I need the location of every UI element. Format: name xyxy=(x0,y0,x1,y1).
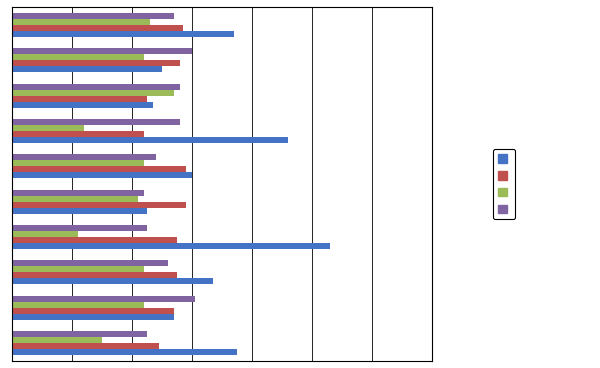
Bar xyxy=(12,343,159,349)
Bar xyxy=(12,279,213,284)
Bar xyxy=(12,172,192,178)
Bar xyxy=(12,160,144,166)
Bar xyxy=(12,231,78,237)
Bar xyxy=(12,60,180,66)
Bar xyxy=(12,25,183,31)
Bar xyxy=(12,331,147,337)
Bar xyxy=(12,154,156,160)
Bar xyxy=(12,272,177,278)
Bar xyxy=(12,54,144,60)
Bar xyxy=(12,137,288,143)
Bar xyxy=(12,208,147,214)
Bar xyxy=(12,89,174,96)
Bar xyxy=(12,266,144,272)
Bar xyxy=(12,260,168,266)
Bar xyxy=(12,119,180,125)
Bar xyxy=(12,102,153,108)
Bar xyxy=(12,349,237,355)
Bar xyxy=(12,190,144,196)
Bar xyxy=(12,314,174,320)
Bar xyxy=(12,337,102,343)
Bar xyxy=(12,302,144,308)
Bar xyxy=(12,66,162,72)
Bar xyxy=(12,31,234,37)
Bar xyxy=(12,308,174,314)
Bar xyxy=(12,196,138,202)
Bar xyxy=(12,19,150,25)
Legend: , , , : , , , xyxy=(493,149,515,219)
Bar xyxy=(12,125,84,131)
Bar xyxy=(12,96,147,102)
Bar xyxy=(12,225,147,231)
Bar xyxy=(12,296,195,302)
Bar xyxy=(12,48,192,54)
Bar xyxy=(12,166,186,172)
Bar xyxy=(12,84,180,90)
Bar xyxy=(12,13,174,19)
Bar xyxy=(12,243,330,249)
Bar xyxy=(12,237,177,243)
Bar xyxy=(12,131,144,137)
Bar xyxy=(12,202,186,208)
